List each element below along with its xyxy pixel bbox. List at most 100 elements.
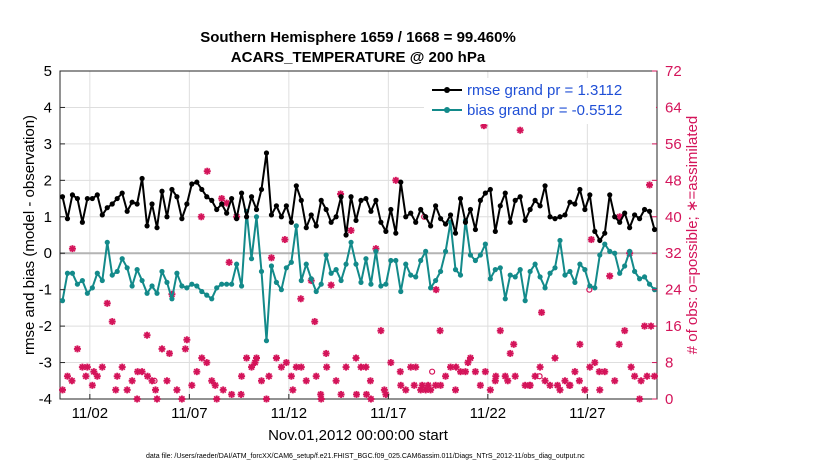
- bias-point: [79, 277, 85, 284]
- rmse-point: [204, 194, 210, 200]
- obs-assimilated-marker: [561, 377, 569, 385]
- obs-assimilated-marker: [621, 327, 629, 335]
- rmse-point: [607, 192, 613, 198]
- obs-assimilated-marker: [641, 322, 649, 330]
- bias-point: [328, 270, 334, 276]
- rmse-point: [522, 217, 528, 224]
- rmse-point: [437, 216, 444, 222]
- obs-assimilated-marker: [322, 349, 330, 357]
- bias-point: [582, 267, 588, 273]
- obs-assimilated-marker: [576, 340, 584, 348]
- bias-point: [398, 288, 404, 295]
- obs-assimilated-marker: [418, 381, 426, 389]
- bias-point: [358, 279, 364, 285]
- obs-assimilated-marker: [456, 368, 464, 376]
- bias-point: [313, 288, 319, 295]
- bias-point: [209, 296, 215, 302]
- obs-assimilated-marker: [219, 386, 227, 394]
- bias-point: [512, 274, 518, 280]
- bias-point: [343, 261, 349, 267]
- obs-assimilated-marker: [257, 377, 265, 385]
- obs-assimilated-marker: [342, 363, 350, 371]
- obs-assimilated-marker: [627, 363, 635, 371]
- bias-point: [636, 276, 643, 282]
- data-file-footnote: data file: /Users/raeder/DAI/ATM_forcXX/…: [146, 453, 585, 460]
- bias-point: [154, 290, 160, 296]
- obs-assimilated-marker: [464, 359, 472, 367]
- obs-assimilated-marker: [565, 381, 573, 389]
- left-tick-label: -1: [39, 282, 52, 299]
- obs-assimilated-marker: [611, 377, 619, 385]
- rmse-point: [298, 197, 304, 203]
- obs-assimilated-marker: [337, 390, 345, 398]
- rmse-point: [641, 206, 648, 213]
- bias-point: [258, 268, 265, 275]
- rmse-point: [442, 221, 449, 227]
- bias-point: [238, 283, 245, 289]
- rmse-point: [517, 194, 523, 200]
- rmse-point: [104, 205, 110, 211]
- obs-assimilated-marker: [631, 372, 639, 380]
- bias-point: [278, 287, 284, 293]
- rmse-point: [343, 232, 349, 238]
- obs-assimilated-marker: [78, 363, 86, 371]
- rmse-point: [84, 195, 90, 202]
- obs-assimilated-marker: [90, 368, 98, 376]
- obs-assimilated-marker: [203, 167, 211, 175]
- obs-assimilated-marker: [352, 354, 360, 362]
- rmse-point: [532, 197, 538, 203]
- rmse-point: [159, 188, 165, 194]
- obs-assimilated-marker: [225, 258, 233, 266]
- obs-assimilated-marker: [410, 381, 418, 389]
- rmse-point: [194, 179, 200, 185]
- bias-point: [293, 223, 299, 229]
- rmse-point: [94, 192, 100, 198]
- obs-assimilated-marker: [492, 372, 500, 380]
- chart-title-line1: Southern Hemisphere 1659 / 1668 = 99.460…: [200, 29, 516, 46]
- rmse-point: [597, 237, 603, 244]
- obs-assimilated-marker: [265, 372, 273, 380]
- obs-assimilated-marker: [238, 372, 246, 380]
- bias-point: [413, 274, 419, 280]
- rmse-point: [368, 208, 374, 214]
- x-tick-label: 11/22: [470, 405, 506, 422]
- obs-assimilated-marker: [103, 299, 111, 307]
- x-tick-label: 11/12: [271, 405, 307, 422]
- obs-assimilated-marker: [112, 386, 120, 394]
- obs-assimilated-marker: [163, 377, 171, 385]
- rmse-point: [627, 225, 633, 231]
- legend: rmse grand pr = 1.3112 bias grand pr = -…: [424, 78, 656, 124]
- left-tick-label: -3: [39, 355, 52, 372]
- bias-point: [248, 256, 255, 262]
- bias-point: [641, 274, 648, 280]
- rmse-point: [497, 203, 503, 209]
- bias-point: [632, 268, 638, 275]
- x-tick-label: 11/02: [72, 405, 108, 422]
- rmse-point: [418, 206, 424, 213]
- obs-assimilated-marker: [615, 340, 623, 348]
- rmse-point: [129, 199, 135, 205]
- obs-assimilated-marker: [144, 372, 152, 380]
- bias-point: [288, 259, 294, 265]
- obs-assimilated-marker: [228, 390, 236, 398]
- bias-point: [378, 283, 384, 289]
- obs-assimilated-marker: [173, 386, 181, 394]
- bias-point: [229, 281, 235, 287]
- rmse-point: [622, 210, 628, 216]
- rmse-point: [428, 223, 434, 229]
- rmse-point: [209, 197, 215, 203]
- rmse-point: [219, 201, 225, 207]
- obs-assimilated-marker: [108, 318, 116, 326]
- right-tick-label: 48: [665, 172, 682, 189]
- obs-assimilated-marker: [486, 386, 494, 394]
- right-tick-label: 8: [665, 355, 673, 372]
- obs-assimilated-marker: [436, 327, 444, 335]
- rmse-point: [189, 181, 195, 187]
- rmse-point: [124, 208, 130, 214]
- obs-assimilated-marker: [606, 272, 614, 280]
- chart-title-line2: ACARS_TEMPERATURE @ 200 hPa: [231, 49, 486, 66]
- bias-point: [452, 267, 459, 273]
- obs-assimilated-marker: [193, 368, 201, 376]
- left-tick-label: -4: [39, 391, 52, 408]
- rmse-point: [636, 216, 643, 222]
